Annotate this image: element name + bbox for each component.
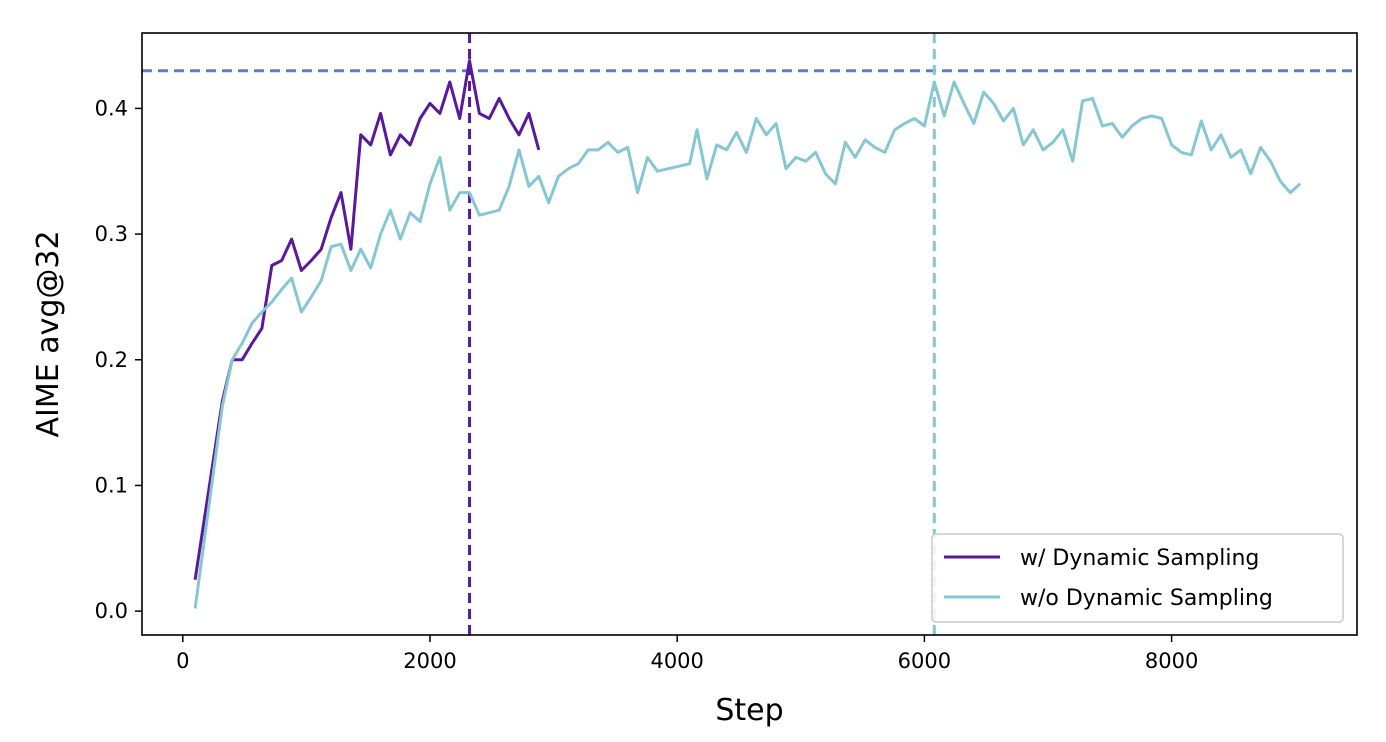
plot-frame	[141, 32, 1358, 636]
y-tick-label: 0.2	[95, 348, 128, 372]
legend-entry-label: w/o Dynamic Sampling	[1020, 586, 1273, 611]
y-tick-label: 0.3	[95, 222, 128, 246]
x-axis-ticks: 0 2000 4000 6000 8000	[176, 635, 1198, 673]
series-line-1	[193, 80, 1302, 609]
legend-box	[931, 533, 1344, 623]
x-tick-label: 6000	[898, 649, 951, 673]
y-tick-label: 0.0	[95, 599, 128, 623]
y-tick-label: 0.1	[95, 473, 128, 497]
y-tick-label: 0.4	[95, 96, 128, 120]
legend: w/ Dynamic Sampling w/o Dynamic Sampling	[931, 533, 1344, 623]
series-line-0	[193, 59, 541, 580]
x-tick-label: 0	[176, 649, 189, 673]
y-axis-ticks: 0.0 0.1 0.2 0.3 0.4	[95, 96, 142, 623]
x-tick-label: 2000	[403, 649, 456, 673]
y-axis-label: AIME avg@32	[31, 230, 66, 437]
legend-entry-label: w/ Dynamic Sampling	[1020, 546, 1259, 571]
x-axis-label: Step	[715, 693, 783, 728]
x-tick-label: 8000	[1145, 649, 1198, 673]
x-tick-label: 4000	[650, 649, 703, 673]
series-lines	[193, 59, 1302, 609]
